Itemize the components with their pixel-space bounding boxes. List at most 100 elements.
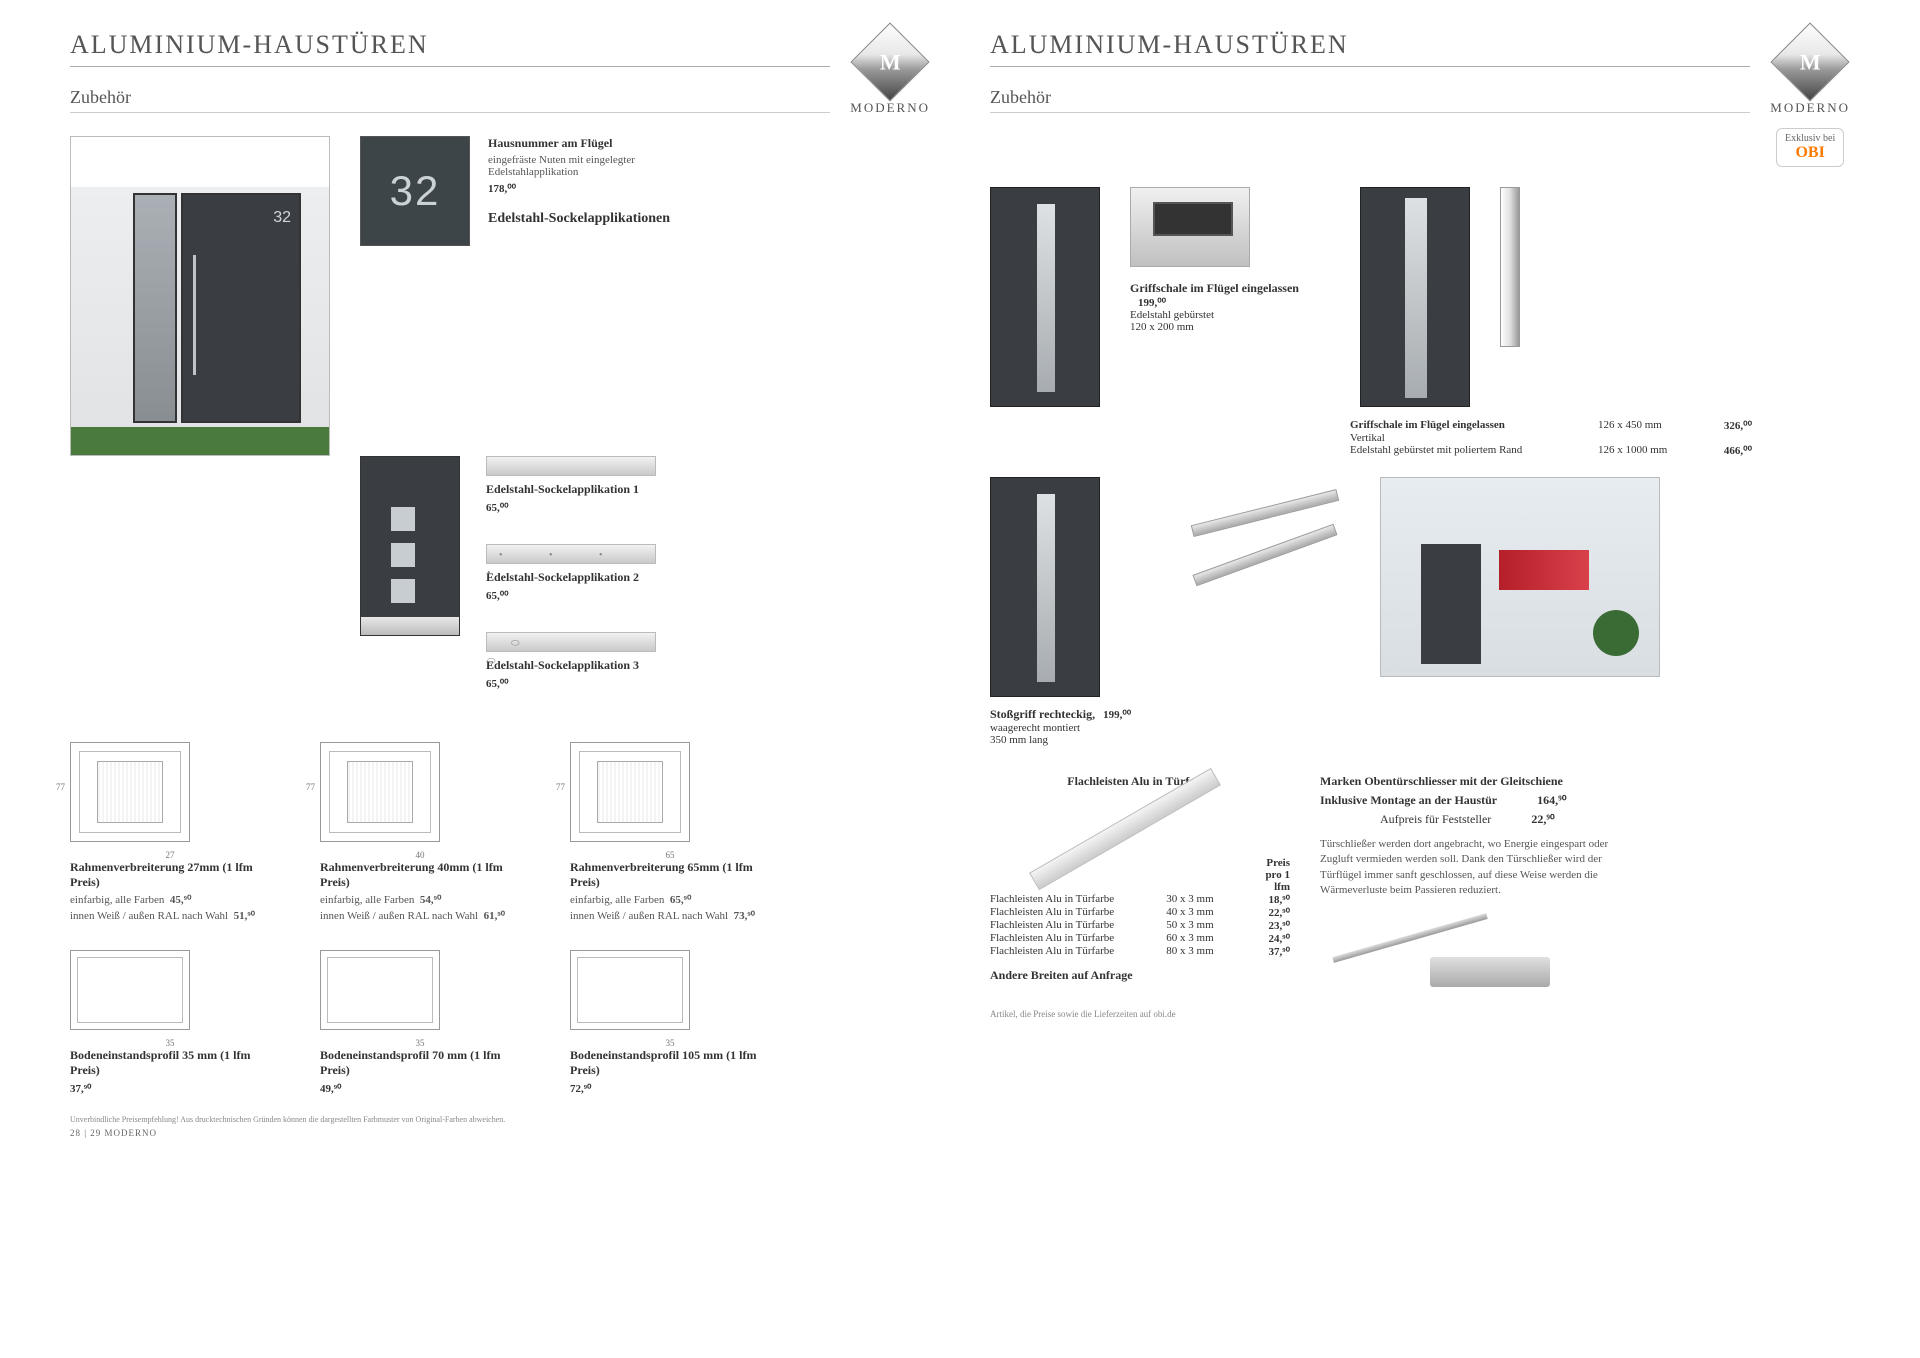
- closer-l3: Aufpreis für Feststeller: [1380, 812, 1491, 827]
- p27-p2: 51,⁹⁰: [234, 910, 255, 922]
- page-title: ALUMINIUM-HAUSTÜREN: [990, 30, 1750, 67]
- letterbox-illustration: [1130, 187, 1250, 267]
- p65-l2: innen Weiß / außen RAL nach Wahl: [570, 910, 728, 922]
- flat-0-p: 18,⁹⁰: [1252, 893, 1290, 906]
- dim: 35: [666, 1038, 675, 1048]
- floor-profile-70: 35 Bodeneinstandsprofil 70 mm (1 lfm Pre…: [320, 946, 520, 1095]
- fp105-price: 72,⁹⁰: [570, 1082, 770, 1095]
- page-right: ALUMINIUM-HAUSTÜREN Zubehör M MODERNO Ex…: [960, 30, 1880, 1328]
- flat-3-d: 60 x 3 mm: [1166, 932, 1226, 945]
- page-number: 28 | 29 MODERNO: [70, 1128, 930, 1138]
- p65-l1: einfarbig, alle Farben: [570, 894, 664, 906]
- sockel-3-price: 65,⁰⁰: [486, 677, 656, 690]
- flat-2-n: Flachleisten Alu in Türfarbe: [990, 919, 1140, 932]
- p27-p1: 45,⁹⁰: [170, 894, 191, 906]
- flat-1-p: 22,⁹⁰: [1252, 906, 1290, 919]
- logo-letter: M: [880, 49, 901, 75]
- sockel-door-illustration: [360, 456, 460, 636]
- dim: 35: [416, 1038, 425, 1048]
- flat-3-n: Flachleisten Alu in Türfarbe: [990, 932, 1140, 945]
- grip1-dim: 120 x 200 mm: [1130, 321, 1194, 333]
- door-photo: [70, 136, 330, 456]
- door-illustration-3: [990, 477, 1100, 697]
- fp35-title: Bodeneinstandsprofil 35 mm (1 lfm Preis): [70, 1048, 270, 1078]
- door-illustration-1: [990, 187, 1100, 407]
- house-photo: [1380, 477, 1660, 677]
- profile-27: 7727 Rahmenverbreiterung 27mm (1 lfm Pre…: [70, 732, 270, 922]
- g2-price: 326,⁰⁰: [1706, 419, 1752, 432]
- flat-1-n: Flachleisten Alu in Türfarbe: [990, 906, 1140, 919]
- page-subtitle: Zubehör: [70, 87, 830, 113]
- housenum-title: Hausnummer am Flügel: [488, 136, 688, 151]
- fp70-price: 49,⁹⁰: [320, 1082, 520, 1095]
- closer-p1: 164,⁹⁰: [1537, 793, 1566, 808]
- brand-logo: M MODERNO Exklusiv bei OBI: [1770, 30, 1850, 167]
- sockel-item: Edelstahl-Sockelapplikation 3 65,⁰⁰: [486, 632, 656, 690]
- sockel-1-title: Edelstahl-Sockelapplikation 1: [486, 482, 656, 497]
- flat-1-d: 40 x 3 mm: [1166, 906, 1226, 919]
- frame-profiles-row: 7727 Rahmenverbreiterung 27mm (1 lfm Pre…: [70, 732, 930, 922]
- g2b-dim: 126 x 1000 mm: [1598, 444, 1688, 457]
- sockel-2-price: 65,⁰⁰: [486, 589, 656, 602]
- dim-w: 40: [320, 850, 520, 860]
- grip-plate-illustration: [1500, 187, 1520, 347]
- g2-dim: 126 x 450 mm: [1598, 419, 1688, 432]
- p40-l2: innen Weiß / außen RAL nach Wahl: [320, 910, 478, 922]
- dim-h: 77: [306, 782, 315, 792]
- floor-profiles-row: 35 Bodeneinstandsprofil 35 mm (1 lfm Pre…: [70, 946, 930, 1095]
- flat-price-hdr: Preis pro 1 lfm: [1252, 857, 1290, 893]
- house-number-demo: 32: [360, 136, 470, 246]
- g2b-label: Edelstahl gebürstet mit poliertem Rand: [1350, 444, 1580, 457]
- profile-40: 7740 Rahmenverbreiterung 40mm (1 lfm Pre…: [320, 732, 520, 922]
- p40-title: Rahmenverbreiterung 40mm (1 lfm Preis): [320, 860, 520, 890]
- sockel-3-title: Edelstahl-Sockelapplikation 3: [486, 658, 656, 673]
- obi-badge: Exklusiv bei OBI: [1776, 128, 1844, 167]
- g2-label: Griffschale im Flügel eingelassen: [1350, 419, 1505, 431]
- page-subtitle: Zubehör: [990, 87, 1750, 113]
- p40-l1: einfarbig, alle Farben: [320, 894, 414, 906]
- flat-4-p: 37,⁹⁰: [1252, 945, 1290, 958]
- stoss-sub: waagerecht montiert: [990, 722, 1080, 734]
- stoss-title: Stoßgriff rechteckig,: [990, 707, 1095, 721]
- fp35-price: 37,⁹⁰: [70, 1082, 270, 1095]
- flat-3-p: 24,⁹⁰: [1252, 932, 1290, 945]
- flat-2-d: 50 x 3 mm: [1166, 919, 1226, 932]
- g2-sub: Vertikal: [1350, 432, 1580, 444]
- floor-profile-105: 35 Bodeneinstandsprofil 105 mm (1 lfm Pr…: [570, 946, 770, 1095]
- g2b-price: 466,⁰⁰: [1706, 444, 1752, 457]
- flat-0-d: 30 x 3 mm: [1166, 893, 1226, 906]
- grip1-title: Griffschale im Flügel eingelassen: [1130, 281, 1299, 295]
- sockel-heading: Edelstahl-Sockelapplikationen: [488, 211, 688, 227]
- door-illustration-2: [1360, 187, 1470, 407]
- footnote-right: Artikel, die Preise sowie die Lieferzeit…: [990, 1009, 1850, 1019]
- dim: 35: [166, 1038, 175, 1048]
- brand-name: MODERNO: [850, 100, 930, 116]
- page-left: ALUMINIUM-HAUSTÜREN Zubehör M MODERNO 32…: [40, 30, 960, 1328]
- p27-l2: innen Weiß / außen RAL nach Wahl: [70, 910, 228, 922]
- flat-heading: Flachleisten Alu in Türfarbe: [990, 774, 1290, 789]
- flat-0-n: Flachleisten Alu in Türfarbe: [990, 893, 1140, 906]
- brand-name: MODERNO: [1770, 100, 1850, 116]
- sockel-1-price: 65,⁰⁰: [486, 501, 656, 514]
- flat-2-p: 23,⁹⁰: [1252, 919, 1290, 932]
- sockel-item: Edelstahl-Sockelapplikation 1 65,⁰⁰: [486, 456, 656, 514]
- header: ALUMINIUM-HAUSTÜREN Zubehör M MODERNO: [70, 30, 930, 116]
- closer-l2: Inklusive Montage an der Haustür: [1320, 793, 1497, 807]
- p27-l1: einfarbig, alle Farben: [70, 894, 164, 906]
- grip2-table: Griffschale im Flügel eingelassen 126 x …: [1350, 419, 1850, 457]
- closer-desc: Türschließer werden dort angebracht, wo …: [1320, 837, 1640, 899]
- sockel-item: Edelstahl-Sockelapplikation 2 65,⁰⁰: [486, 544, 656, 602]
- p65-p1: 65,⁹⁰: [670, 894, 691, 906]
- housenum-price: 178,⁰⁰: [488, 182, 688, 195]
- fp70-title: Bodeneinstandsprofil 70 mm (1 lfm Preis): [320, 1048, 520, 1078]
- flat-4-d: 80 x 3 mm: [1166, 945, 1226, 958]
- floor-profile-35: 35 Bodeneinstandsprofil 35 mm (1 lfm Pre…: [70, 946, 270, 1095]
- header: ALUMINIUM-HAUSTÜREN Zubehör M MODERNO Ex…: [990, 30, 1850, 167]
- page-title: ALUMINIUM-HAUSTÜREN: [70, 30, 830, 67]
- obi-line1: Exklusiv bei: [1785, 133, 1835, 144]
- p40-p1: 54,⁹⁰: [420, 894, 441, 906]
- flat-4-n: Flachleisten Alu in Türfarbe: [990, 945, 1140, 958]
- closer-p3: 22,⁹⁰: [1531, 812, 1554, 827]
- logo-letter: M: [1800, 49, 1821, 75]
- flat-note: Andere Breiten auf Anfrage: [990, 968, 1290, 983]
